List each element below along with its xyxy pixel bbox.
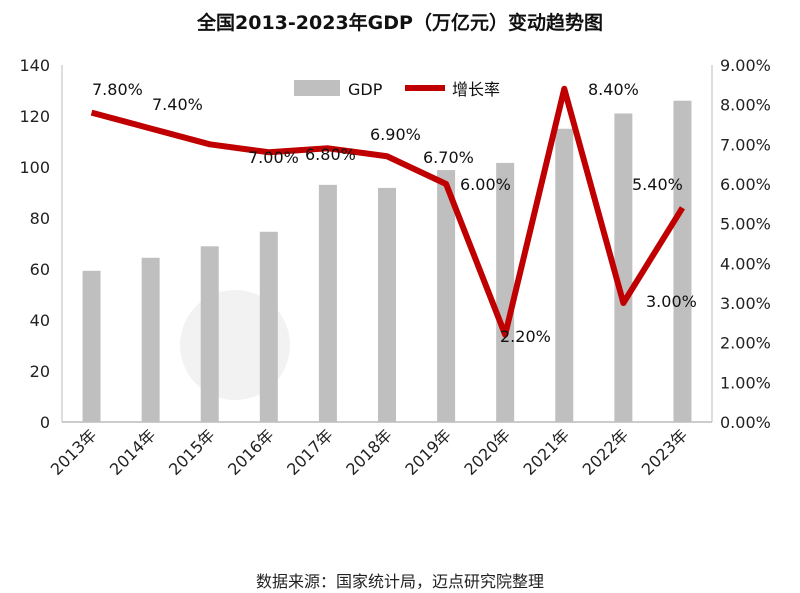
x-tick-label: 2016年	[224, 425, 278, 479]
growth-data-label: 5.40%	[632, 175, 683, 194]
growth-data-label: 7.40%	[152, 95, 203, 114]
y-right-tick-label: 1.00%	[720, 373, 771, 392]
y-right-tick-label: 9.00%	[720, 56, 771, 75]
y-left-tick-label: 20	[30, 362, 50, 381]
gdp-bar	[82, 270, 101, 422]
legend-gdp-label: GDP	[348, 80, 383, 99]
x-tick-label: 2014年	[106, 425, 160, 479]
x-tick-label: 2022年	[579, 425, 633, 479]
x-tick-label: 2013年	[47, 425, 101, 479]
x-tick-label: 2017年	[283, 425, 337, 479]
x-tick-label: 2018年	[342, 425, 396, 479]
x-tick-label: 2021年	[520, 425, 574, 479]
growth-rate-line	[90, 85, 686, 338]
gdp-bar	[614, 113, 633, 422]
legend-gdp-swatch	[294, 80, 340, 96]
y-right-tick-label: 6.00%	[720, 175, 771, 194]
x-tick-label: 2015年	[165, 425, 219, 479]
y-right-tick-label: 0.00%	[720, 413, 771, 432]
y-left-tick-label: 60	[30, 260, 50, 279]
growth-data-label: 6.80%	[305, 145, 356, 164]
y-right-tick-label: 5.00%	[720, 215, 771, 234]
gdp-bar	[378, 187, 396, 422]
growth-data-label: 6.70%	[423, 148, 474, 167]
growth-data-label: 2.20%	[500, 327, 551, 346]
source-note: 数据来源：国家统计局，迈点研究院整理	[255, 572, 544, 591]
y-left-tick-label: 140	[19, 56, 50, 75]
chart-title: 全国2013-2023年GDP（万亿元）变动趋势图	[197, 12, 603, 34]
y-left-tick-label: 120	[19, 107, 50, 126]
gdp-bar	[673, 100, 692, 422]
growth-data-label: 6.00%	[460, 175, 511, 194]
gdp-bar	[141, 257, 160, 422]
y-left-tick-label: 0	[40, 413, 50, 432]
y-left-tick-label: 40	[30, 311, 50, 330]
gdp-bar	[437, 170, 456, 422]
x-tick-label: 2023年	[638, 425, 692, 479]
growth-data-label: 6.90%	[370, 125, 421, 144]
x-tick-label: 2020年	[460, 425, 514, 479]
y-left-tick-label: 100	[19, 158, 50, 177]
gdp-bar	[318, 184, 337, 422]
legend-growth-label: 增长率	[452, 80, 500, 99]
gdp-bar	[555, 128, 574, 422]
growth-data-label: 8.40%	[588, 80, 639, 99]
growth-data-label: 7.00%	[248, 148, 299, 167]
y-right-tick-label: 3.00%	[720, 294, 771, 313]
growth-data-label: 3.00%	[646, 292, 697, 311]
y-right-tick-label: 8.00%	[720, 96, 771, 115]
y-right-tick-label: 2.00%	[720, 334, 771, 353]
y-left-tick-label: 80	[30, 209, 50, 228]
gdp-bar	[259, 231, 278, 422]
growth-data-label: 7.80%	[92, 80, 143, 99]
gdp-bar	[496, 162, 515, 423]
x-tick-label: 2019年	[401, 425, 455, 479]
y-right-tick-label: 4.00%	[720, 254, 771, 273]
y-right-tick-label: 7.00%	[720, 135, 771, 154]
gdp-bar	[200, 246, 219, 422]
